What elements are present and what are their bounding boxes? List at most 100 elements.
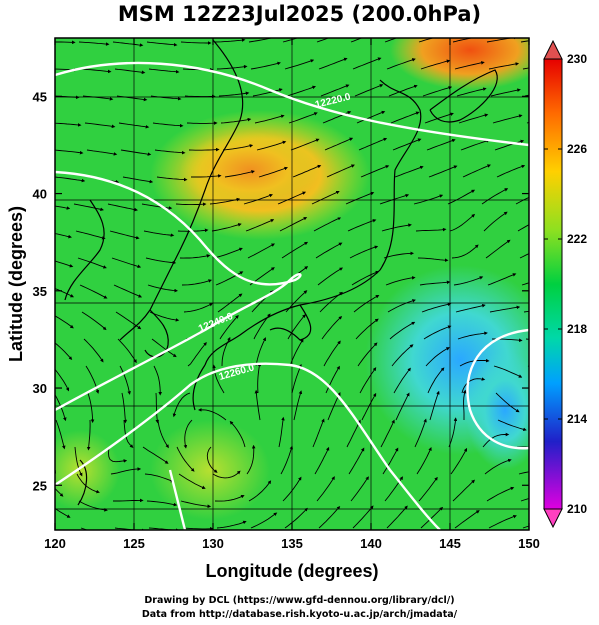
- streamline: [357, 342, 378, 367]
- streamline: [394, 165, 424, 178]
- streamline: [108, 446, 128, 463]
- streamline: [380, 419, 395, 448]
- streamline: [86, 149, 118, 156]
- streamline: [421, 302, 452, 313]
- streamline: [73, 203, 104, 212]
- streamline: [55, 176, 86, 183]
- streamline: [323, 340, 341, 367]
- streamline: [315, 242, 343, 259]
- streamline: [488, 514, 517, 529]
- streamline: [113, 498, 144, 503]
- streamline: [258, 166, 288, 178]
- streamline: [79, 284, 108, 299]
- colorbar-label: 210: [567, 502, 587, 516]
- streamline: [55, 149, 84, 155]
- streamline: [182, 526, 214, 530]
- streamline: [311, 190, 340, 205]
- chart-title: MSM 12Z23Jul2025 (200.0hPa): [117, 2, 482, 26]
- streamline: [112, 41, 144, 47]
- streamline: [460, 139, 490, 151]
- streamline: [144, 473, 175, 483]
- streamline: [354, 84, 384, 97]
- streamline: [414, 418, 427, 448]
- colorbar: 230 226 222 218 214 210: [543, 39, 587, 529]
- streamline: [291, 363, 302, 394]
- y-axis-tick-labels: 25 30 35 40 45: [33, 89, 47, 493]
- streamline: [142, 446, 169, 464]
- streamline: [484, 458, 512, 475]
- streamline: [555, 37, 583, 42]
- gridlines: [55, 38, 529, 530]
- streamline: [452, 479, 476, 502]
- y-tick-label: 35: [33, 284, 47, 299]
- streamline: [214, 494, 245, 502]
- credit-line-drawing: Drawing by DCL (https://www.gfd-dennou.o…: [144, 595, 455, 606]
- streamline: [219, 314, 239, 340]
- streamline: [517, 224, 529, 232]
- streamline: [454, 61, 485, 70]
- streamline: [292, 164, 322, 178]
- y-axis-ticks: [55, 95, 529, 486]
- streamline: [487, 273, 517, 286]
- streamline: [561, 116, 589, 123]
- streamline: [386, 58, 416, 70]
- streamline: [107, 203, 138, 212]
- y-tick-label: 40: [33, 187, 47, 202]
- streamline: [352, 57, 382, 70]
- streamline: [317, 267, 344, 286]
- streamline: [453, 276, 484, 286]
- streamline: [216, 520, 247, 529]
- streamline: [425, 347, 450, 367]
- streamline: [482, 432, 510, 448]
- streamline: [148, 68, 180, 74]
- x-tick-label: 125: [123, 536, 145, 551]
- streamline: [349, 245, 379, 259]
- x-axis-tick-labels: 120 125 130 135 140 145 150: [44, 536, 540, 551]
- streamline: [495, 392, 520, 413]
- streamline: [55, 469, 57, 474]
- streamline: [361, 392, 377, 421]
- streamline: [247, 243, 275, 259]
- streamline: [180, 41, 212, 45]
- streamline: [352, 505, 374, 529]
- streamline: [450, 447, 468, 475]
- streamline: [318, 505, 341, 529]
- streamline: [117, 338, 137, 364]
- streamline: [358, 137, 388, 151]
- streamline: [277, 191, 307, 205]
- streamline: [490, 88, 521, 97]
- streamline: [395, 392, 410, 421]
- streamline: [565, 168, 592, 177]
- streamline: [122, 176, 154, 184]
- streamline: [356, 110, 386, 124]
- streamline: [483, 211, 508, 232]
- streamline: [109, 230, 140, 240]
- streamline: [423, 325, 452, 340]
- streamline: [218, 91, 250, 97]
- streamline: [153, 365, 162, 396]
- streamline: [74, 446, 83, 477]
- streamline: [216, 64, 248, 70]
- streamline: [150, 95, 182, 101]
- streamline: [424, 112, 454, 124]
- streamline: [213, 247, 243, 259]
- streamline: [118, 122, 150, 129]
- streamline: [321, 315, 343, 340]
- streamline: [184, 94, 216, 99]
- streamline: [350, 476, 369, 502]
- streamline: [456, 87, 487, 97]
- streamline: [419, 280, 451, 286]
- streamline: [279, 217, 308, 232]
- streamline: [250, 61, 281, 70]
- streamline: [55, 122, 82, 127]
- streamline: [147, 284, 178, 293]
- streamline: [81, 311, 107, 331]
- streamline: [83, 338, 104, 363]
- streamline: [455, 304, 486, 313]
- streamlines: [55, 37, 592, 530]
- streamline: [355, 318, 379, 340]
- streamline: [156, 176, 188, 182]
- y-tick-label: 25: [33, 478, 47, 493]
- colorbar-bottom-triangle: [543, 508, 563, 529]
- streamline: [178, 473, 206, 489]
